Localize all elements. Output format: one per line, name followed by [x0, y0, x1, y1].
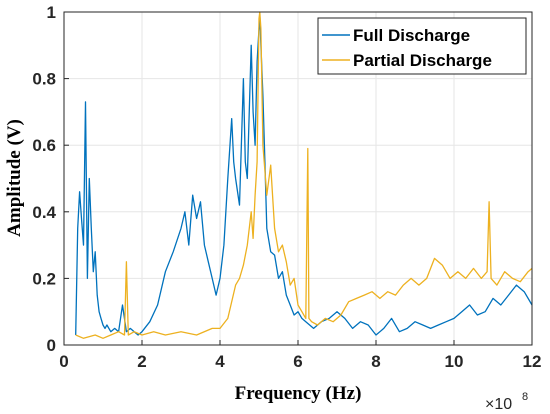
data-series: [75, 11, 533, 339]
x-tick-label: 10: [445, 352, 464, 371]
y-tick-label: 0: [47, 336, 56, 355]
x-tick-label: 8: [371, 352, 380, 371]
y-tick-label: 1: [47, 3, 56, 22]
y-tick-label: 0.4: [32, 203, 56, 222]
y-tick-label: 0.6: [32, 136, 56, 155]
series-line-full-discharge: [75, 14, 533, 336]
y-tick-label: 0.8: [32, 70, 56, 89]
x-tick-label: 12: [523, 352, 542, 371]
legend-label-partial-discharge: Partial Discharge: [353, 51, 492, 70]
x-axis-label: Frequency (Hz): [235, 383, 362, 404]
x-tick-label: 4: [215, 352, 225, 371]
y-axis-label: Amplitude (V): [4, 119, 25, 237]
x-axis-exponent-power: 8: [522, 391, 528, 403]
axis-ticks: 0 2 4 6 8 10 12 0 0.2 0.4 0.6 0.8 1: [32, 3, 541, 371]
series-line-partial-discharge: [75, 11, 533, 339]
legend-label-full-discharge: Full Discharge: [353, 26, 470, 45]
x-tick-label: 6: [293, 352, 302, 371]
x-tick-label: 0: [59, 352, 68, 371]
x-axis-exponent-base: ×10: [485, 396, 512, 413]
x-axis-exponent: ×10 8: [485, 391, 528, 413]
y-tick-label: 0.2: [32, 269, 56, 288]
legend: Full Discharge Partial Discharge: [317, 17, 527, 75]
legend-box: [317, 17, 527, 75]
x-tick-label: 2: [137, 352, 146, 371]
